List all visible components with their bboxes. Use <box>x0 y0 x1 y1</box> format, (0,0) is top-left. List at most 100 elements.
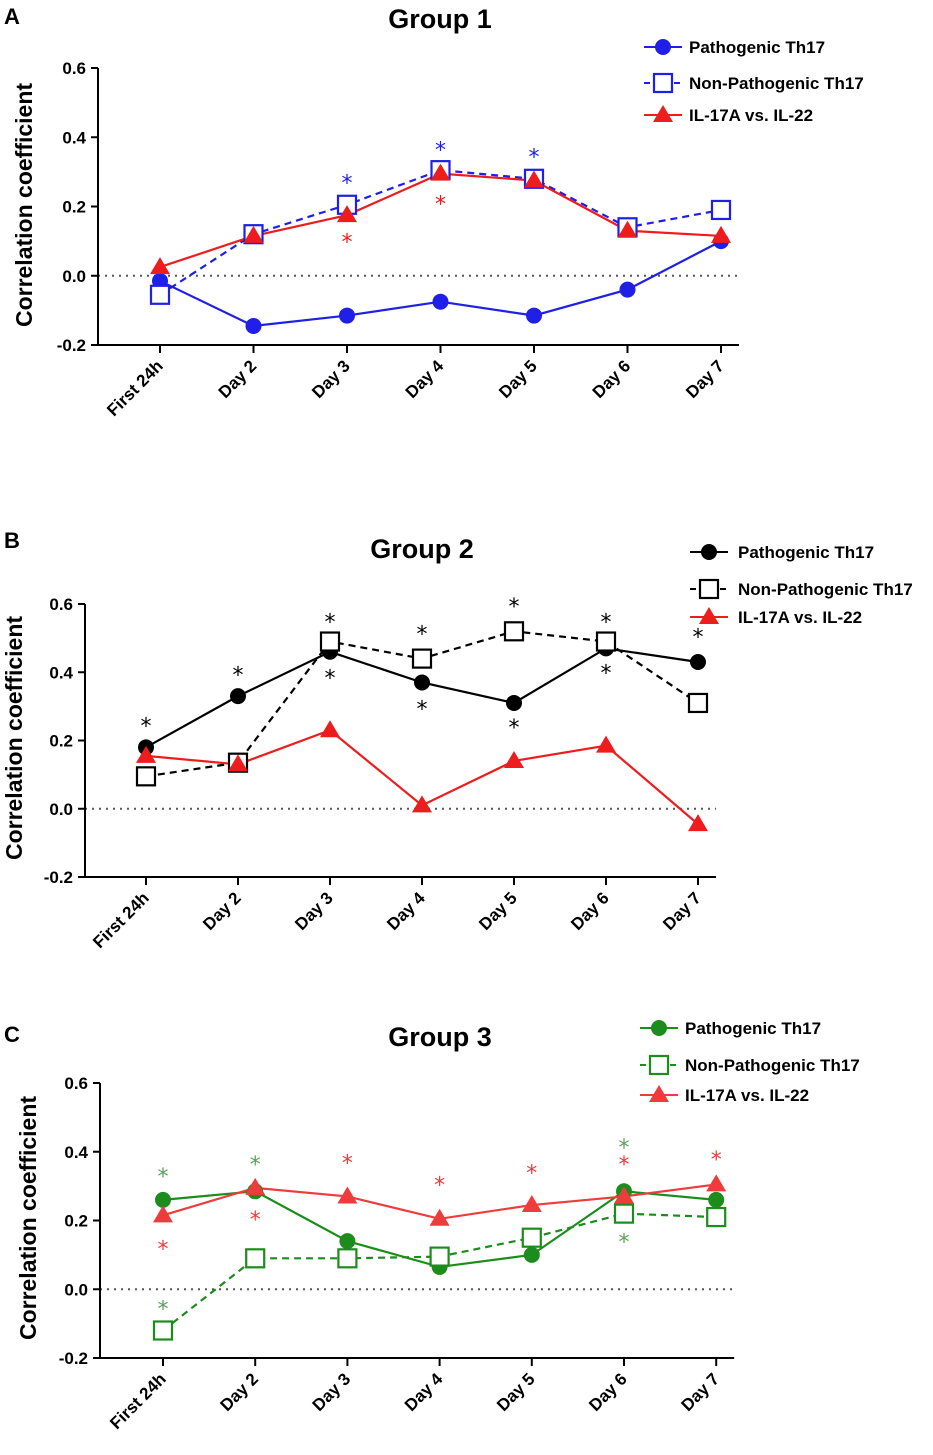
data-point-non-pathogenic-th17 <box>595 631 617 652</box>
legend-marker-pathogenic <box>701 544 717 560</box>
data-point-pathogenic-th17 <box>690 654 706 671</box>
significance-asterisk: * <box>233 663 244 688</box>
data-point-il-17a-vs-il-22 <box>688 814 708 832</box>
x-tick-label: First 24h <box>89 888 153 952</box>
legend-label-il17a: IL-17A vs. IL-22 <box>689 106 813 125</box>
data-point-non-pathogenic-th17 <box>319 631 341 652</box>
data-point-non-pathogenic-th17 <box>521 1227 542 1248</box>
significance-asterisk: * <box>601 662 612 687</box>
x-tick-label: Day 3 <box>309 1369 355 1415</box>
data-point-non-pathogenic-th17 <box>710 199 732 221</box>
data-point-il-17a-vs-il-22 <box>412 795 432 813</box>
series-line-pathogenic-th17 <box>159 240 722 328</box>
panel-label-c: C <box>4 1022 20 1047</box>
y-tick-label: 0.4 <box>62 128 86 147</box>
y-tick-label: 0.4 <box>64 1143 88 1162</box>
significance-asterisk: * <box>509 716 520 741</box>
data-point-pathogenic-th17 <box>708 1191 725 1208</box>
y-tick-label: 0.6 <box>49 595 73 614</box>
significance-asterisk: * <box>250 1153 261 1178</box>
significance-asterisk: * <box>250 1208 261 1233</box>
chart-title: Group 3 <box>388 1022 492 1052</box>
panel-a: A Group 1 Correlation coefficient Pathog… <box>4 4 864 420</box>
panel-label-b: B <box>4 528 20 553</box>
legend: Pathogenic Th17 Non-Pathogenic Th17 IL-1… <box>690 543 913 627</box>
legend: Pathogenic Th17 Non-Pathogenic Th17 IL-1… <box>640 1019 860 1105</box>
legend-marker-pathogenic <box>651 1020 667 1036</box>
plot-area: -0.2 0.0 0.2 0.4 0.6 First 24h Day 2 Day 3 Day 4… <box>44 595 716 952</box>
significance-asterisk: * <box>325 667 336 692</box>
significance-asterisk: * <box>158 1297 169 1322</box>
data-point-il-17a-vs-il-22 <box>706 1174 727 1192</box>
significance-asterisk: * <box>435 192 446 217</box>
legend-marker-il17a <box>649 1085 669 1102</box>
legend-marker-il17a <box>653 105 673 122</box>
data-point-il-17a-vs-il-22 <box>617 220 638 238</box>
legend-marker-nonpathogenic <box>648 1054 670 1076</box>
data-point-non-pathogenic-th17 <box>337 1248 358 1269</box>
data-point-pathogenic-th17 <box>523 1246 540 1263</box>
data-point-il-17a-vs-il-22 <box>150 257 170 275</box>
y-axis-label: Correlation coefficient <box>11 83 37 327</box>
chart-title: Group 2 <box>370 534 474 564</box>
data-point-il-17a-vs-il-22 <box>596 735 616 753</box>
y-tick-label: 0.2 <box>62 198 86 217</box>
x-tick-label: Day 7 <box>678 1369 724 1415</box>
plot-area: -0.2 0.0 0.2 0.4 0.6 First 24h Day 2 Day 3 Day 4… <box>59 1074 735 1433</box>
x-tick-label: First 24h <box>103 356 167 420</box>
significance-asterisk: * <box>435 139 446 164</box>
data-point-non-pathogenic-th17 <box>706 1206 727 1228</box>
legend-label-nonpathogenic: Non-Pathogenic Th17 <box>685 1056 860 1075</box>
data-point-il-17a-vs-il-22 <box>614 1186 634 1204</box>
data-point-il-17a-vs-il-22 <box>337 1186 358 1204</box>
data-point-il-17a-vs-il-22 <box>524 170 544 188</box>
y-tick-label: -0.2 <box>59 1349 88 1368</box>
data-point-il-17a-vs-il-22 <box>136 745 156 763</box>
data-point-il-17a-vs-il-22 <box>243 225 264 243</box>
significance-asterisk: * <box>619 1136 630 1161</box>
y-axis-label: Correlation coefficient <box>15 1096 41 1340</box>
data-point-il-17a-vs-il-22 <box>429 1208 450 1226</box>
data-point-il-17a-vs-il-22 <box>504 750 524 768</box>
x-tick-label: Day 7 <box>682 356 728 402</box>
y-tick-label: 0.2 <box>49 732 73 751</box>
significance-asterisk: * <box>342 230 353 255</box>
legend-label-nonpathogenic: Non-Pathogenic Th17 <box>689 74 864 93</box>
x-tick-label: Day 2 <box>217 1369 263 1415</box>
significance-asterisk: * <box>619 1230 630 1255</box>
y-tick-label: 0.0 <box>49 800 73 819</box>
data-point-pathogenic-th17 <box>245 317 262 334</box>
legend-label-pathogenic: Pathogenic Th17 <box>738 543 874 562</box>
x-tick-label: Day 4 <box>401 1369 447 1415</box>
significance-asterisk: * <box>342 172 353 197</box>
significance-asterisk: * <box>711 1148 722 1173</box>
data-point-pathogenic-th17 <box>526 307 542 324</box>
data-point-pathogenic-th17 <box>619 281 636 298</box>
data-point-non-pathogenic-th17 <box>429 1246 450 1267</box>
x-tick-label: Day 5 <box>475 888 521 934</box>
legend-marker-nonpathogenic <box>652 72 674 94</box>
legend-label-pathogenic: Pathogenic Th17 <box>685 1019 821 1038</box>
data-point-non-pathogenic-th17 <box>687 692 709 714</box>
data-point-il-17a-vs-il-22 <box>245 1177 266 1195</box>
data-point-il-17a-vs-il-22 <box>153 1205 173 1223</box>
data-point-pathogenic-th17 <box>155 1191 171 1208</box>
significance-asterisk: * <box>529 146 540 171</box>
significance-asterisk: * <box>342 1151 353 1176</box>
significance-asterisk: * <box>434 1174 445 1199</box>
y-tick-label: 0.2 <box>64 1212 88 1231</box>
data-point-non-pathogenic-th17 <box>152 1320 174 1341</box>
y-tick-label: 0.4 <box>49 663 73 682</box>
x-tick-label: Day 7 <box>659 888 705 934</box>
x-tick-label: Day 5 <box>493 1369 539 1415</box>
data-point-pathogenic-th17 <box>339 307 355 324</box>
significance-asterisk: * <box>526 1162 537 1187</box>
x-tick-label: Day 4 <box>402 356 448 402</box>
y-tick-label: 0.0 <box>64 1280 88 1299</box>
data-point-non-pathogenic-th17 <box>245 1248 266 1269</box>
data-point-non-pathogenic-th17 <box>411 648 433 669</box>
y-axis-label: Correlation coefficient <box>1 616 27 860</box>
panel-c: C Group 3 Correlation coefficient Pathog… <box>4 1019 860 1433</box>
chart-title: Group 1 <box>388 4 492 34</box>
x-tick-label: Day 6 <box>585 1369 631 1415</box>
